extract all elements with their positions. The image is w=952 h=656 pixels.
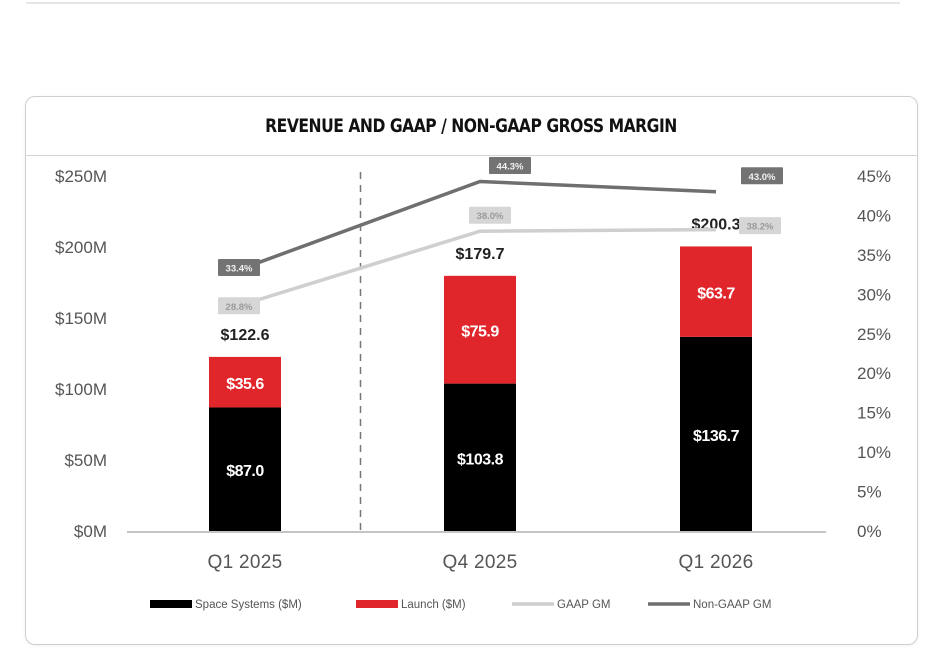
gaap-gm-label-box [469,206,511,224]
y-tick-label: $200M [55,238,107,257]
y-tick-label: $50M [64,451,107,470]
bar-label-launch: $75.9 [461,324,499,341]
y2-tick-label: 30% [857,285,891,304]
legend-swatch-space-systems [150,600,192,608]
bar-label-launch: $63.7 [697,286,735,303]
non-gaap-gm-label-box [741,167,783,185]
y2-tick-label: 15% [857,404,891,423]
bar-total-label: $179.7 [456,246,505,263]
y2-tick-label: 25% [857,325,891,344]
chart-title: REVENUE AND GAAP / NON-GAAP GROSS MARGIN [265,115,678,137]
gaap-gm-label: 38.0% [477,211,504,222]
y2-tick-label: 40% [857,206,891,225]
x-tick-label: Q1 2025 [208,552,283,573]
y-tick-label: $100M [55,380,107,399]
gaap-gm-label-box [739,217,781,235]
legend-label: Non-GAAP GM [693,599,771,611]
gaap-gm-line [244,227,717,306]
x-tick-label: Q4 2025 [443,552,518,573]
non-gaap-gm-label-box [489,157,531,175]
y-tick-label: $150M [55,309,107,328]
y2-tick-label: 35% [857,246,891,265]
y2-tick-label: 45% [857,167,891,186]
legend-swatch-launch [356,600,398,608]
bar-space-systems [680,336,752,531]
non-gaap-gm-label: 43.0% [749,172,776,183]
non-gaap-gm-label: 44.3% [497,162,524,173]
bar-total-label: $122.6 [221,327,270,344]
gaap-gm-label: 38.2% [747,222,774,233]
legend-label: Launch ($M) [401,599,466,611]
non-gaap-gm-label-box [218,259,260,277]
legend-label: Space Systems ($M) [195,599,302,611]
bar-label-space-systems: $87.0 [226,463,264,480]
bar-launch [680,246,752,337]
y2-tick-label: 5% [857,483,882,502]
non-gaap-gm-label: 33.4% [226,264,253,275]
bar-launch [444,275,516,384]
gaap-gm-label: 28.8% [226,302,253,313]
gaap-gm-label-box [218,297,260,315]
y-tick-label: $250M [55,167,107,186]
bar-space-systems [209,407,281,531]
bar-space-systems [444,383,516,531]
non-gaap-gm-line [244,179,717,270]
y-tick-label: $0M [74,522,107,541]
bar-label-launch: $35.6 [226,376,264,393]
bar-label-space-systems: $136.7 [693,428,740,445]
top-divider [26,2,900,4]
y2-tick-label: 10% [857,443,891,462]
bar-launch [209,356,281,408]
bar-label-space-systems: $103.8 [457,451,504,468]
chart-header: REVENUE AND GAAP / NON-GAAP GROSS MARGIN [26,97,917,156]
x-tick-label: Q1 2026 [679,552,754,573]
legend-label: GAAP GM [557,599,610,611]
y2-tick-label: 20% [857,364,891,383]
y2-tick-label: 0% [857,522,882,541]
